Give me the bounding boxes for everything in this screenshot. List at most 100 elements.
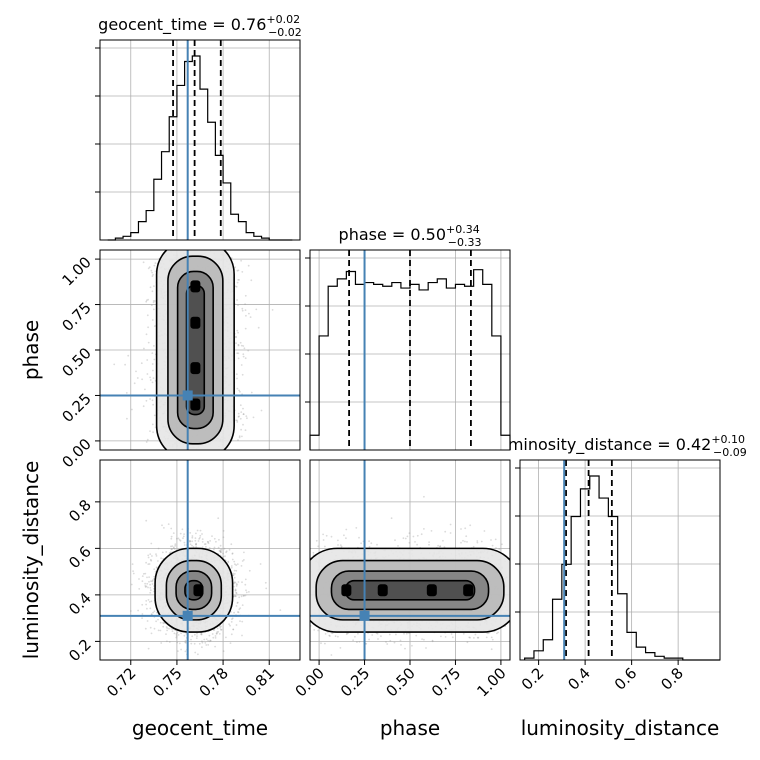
scatter-point [244, 578, 247, 581]
scatter-point [238, 415, 240, 418]
scatter-point [243, 551, 245, 554]
scatter-point [244, 309, 247, 311]
scatter-point [204, 543, 207, 545]
scatter-point [239, 417, 242, 420]
scatter-point [235, 591, 238, 594]
scatter-point [153, 575, 156, 578]
scatter-point [152, 301, 155, 304]
scatter-point [227, 561, 230, 564]
scatter-point [151, 275, 154, 277]
scatter-point [216, 627, 219, 630]
scatter-point [233, 573, 236, 575]
scatter-point [214, 635, 217, 637]
scatter-point [237, 439, 239, 441]
panel-frame [99, 39, 301, 241]
scatter-point [211, 535, 213, 537]
scatter-point [200, 633, 203, 635]
scatter-point [239, 341, 242, 344]
scatter-point [191, 540, 194, 543]
scatter-point [146, 607, 148, 610]
scatter-point [245, 415, 248, 417]
scatter-point [193, 642, 196, 645]
scatter-point [176, 537, 178, 540]
scatter-point [244, 357, 247, 360]
scatter-point [236, 602, 239, 604]
scatter-point [207, 639, 210, 642]
scatter-point [236, 281, 239, 284]
scatter-point [150, 304, 153, 307]
scatter-point [170, 537, 173, 540]
scatter-point [218, 633, 221, 635]
scatter-point [180, 632, 183, 635]
scatter-point [147, 267, 150, 270]
scatter-point [170, 548, 173, 551]
scatter-point [242, 353, 245, 356]
scatter-point [152, 403, 155, 406]
scatter-point [171, 630, 174, 633]
scatter-point [231, 558, 234, 561]
scatter-point [145, 585, 148, 588]
scatter-point [182, 535, 185, 538]
scatter-point [215, 540, 217, 543]
scatter-point [211, 633, 214, 635]
scatter-point [203, 543, 206, 546]
scatter-point [146, 582, 149, 585]
scatter-point [219, 549, 222, 552]
scatter-point [234, 589, 237, 592]
scatter-point [201, 640, 203, 643]
scatter-point [151, 363, 154, 365]
scatter-point [182, 537, 184, 540]
scatter-point [241, 634, 243, 637]
scatter-point [225, 550, 228, 553]
scatter-point [151, 352, 154, 354]
scatter-point [147, 554, 150, 557]
density-peak [190, 280, 201, 293]
scatter-point [189, 532, 192, 534]
scatter-point [153, 568, 156, 571]
scatter-point [222, 555, 225, 558]
scatter-point [146, 373, 149, 375]
scatter-point [225, 551, 228, 554]
scatter-point [148, 576, 151, 578]
scatter-point [162, 622, 165, 625]
y-tick-label: 0.50 [58, 344, 94, 380]
scatter-point [211, 247, 213, 249]
scatter-point [235, 419, 238, 422]
histogram-step [107, 55, 293, 241]
scatter-point [233, 582, 236, 585]
scatter-point [153, 285, 155, 287]
scatter-point [214, 645, 217, 648]
scatter-point [240, 259, 243, 262]
scatter-point [238, 608, 241, 611]
scatter-point [141, 575, 144, 577]
scatter-point [241, 581, 243, 584]
scatter-point [151, 399, 154, 402]
scatter-point [236, 387, 239, 390]
scatter-point [152, 300, 155, 302]
scatter-point [152, 377, 155, 379]
scatter-point [234, 581, 237, 584]
panel-frame [309, 249, 511, 451]
scatter-point [196, 635, 198, 637]
scatter-point [153, 264, 156, 267]
scatter-point [145, 399, 148, 402]
scatter-point [244, 294, 247, 297]
scatter-point [243, 347, 246, 350]
scatter-point [163, 527, 165, 529]
scatter-point [209, 639, 212, 642]
scatter-point [228, 623, 231, 625]
scatter-point [205, 545, 207, 548]
scatter-point [244, 429, 247, 432]
scatter-point [157, 618, 159, 621]
scatter-point [155, 553, 157, 556]
scatter-point [241, 560, 244, 562]
scatter-point [240, 411, 243, 413]
scatter-point [242, 423, 244, 426]
scatter-point [166, 629, 169, 632]
scatter-point [160, 642, 163, 644]
scatter-point [149, 286, 152, 289]
ylabel-luminosity-distance: luminosity_distance [19, 461, 43, 660]
scatter-point [236, 269, 239, 272]
scatter-point [235, 373, 238, 376]
